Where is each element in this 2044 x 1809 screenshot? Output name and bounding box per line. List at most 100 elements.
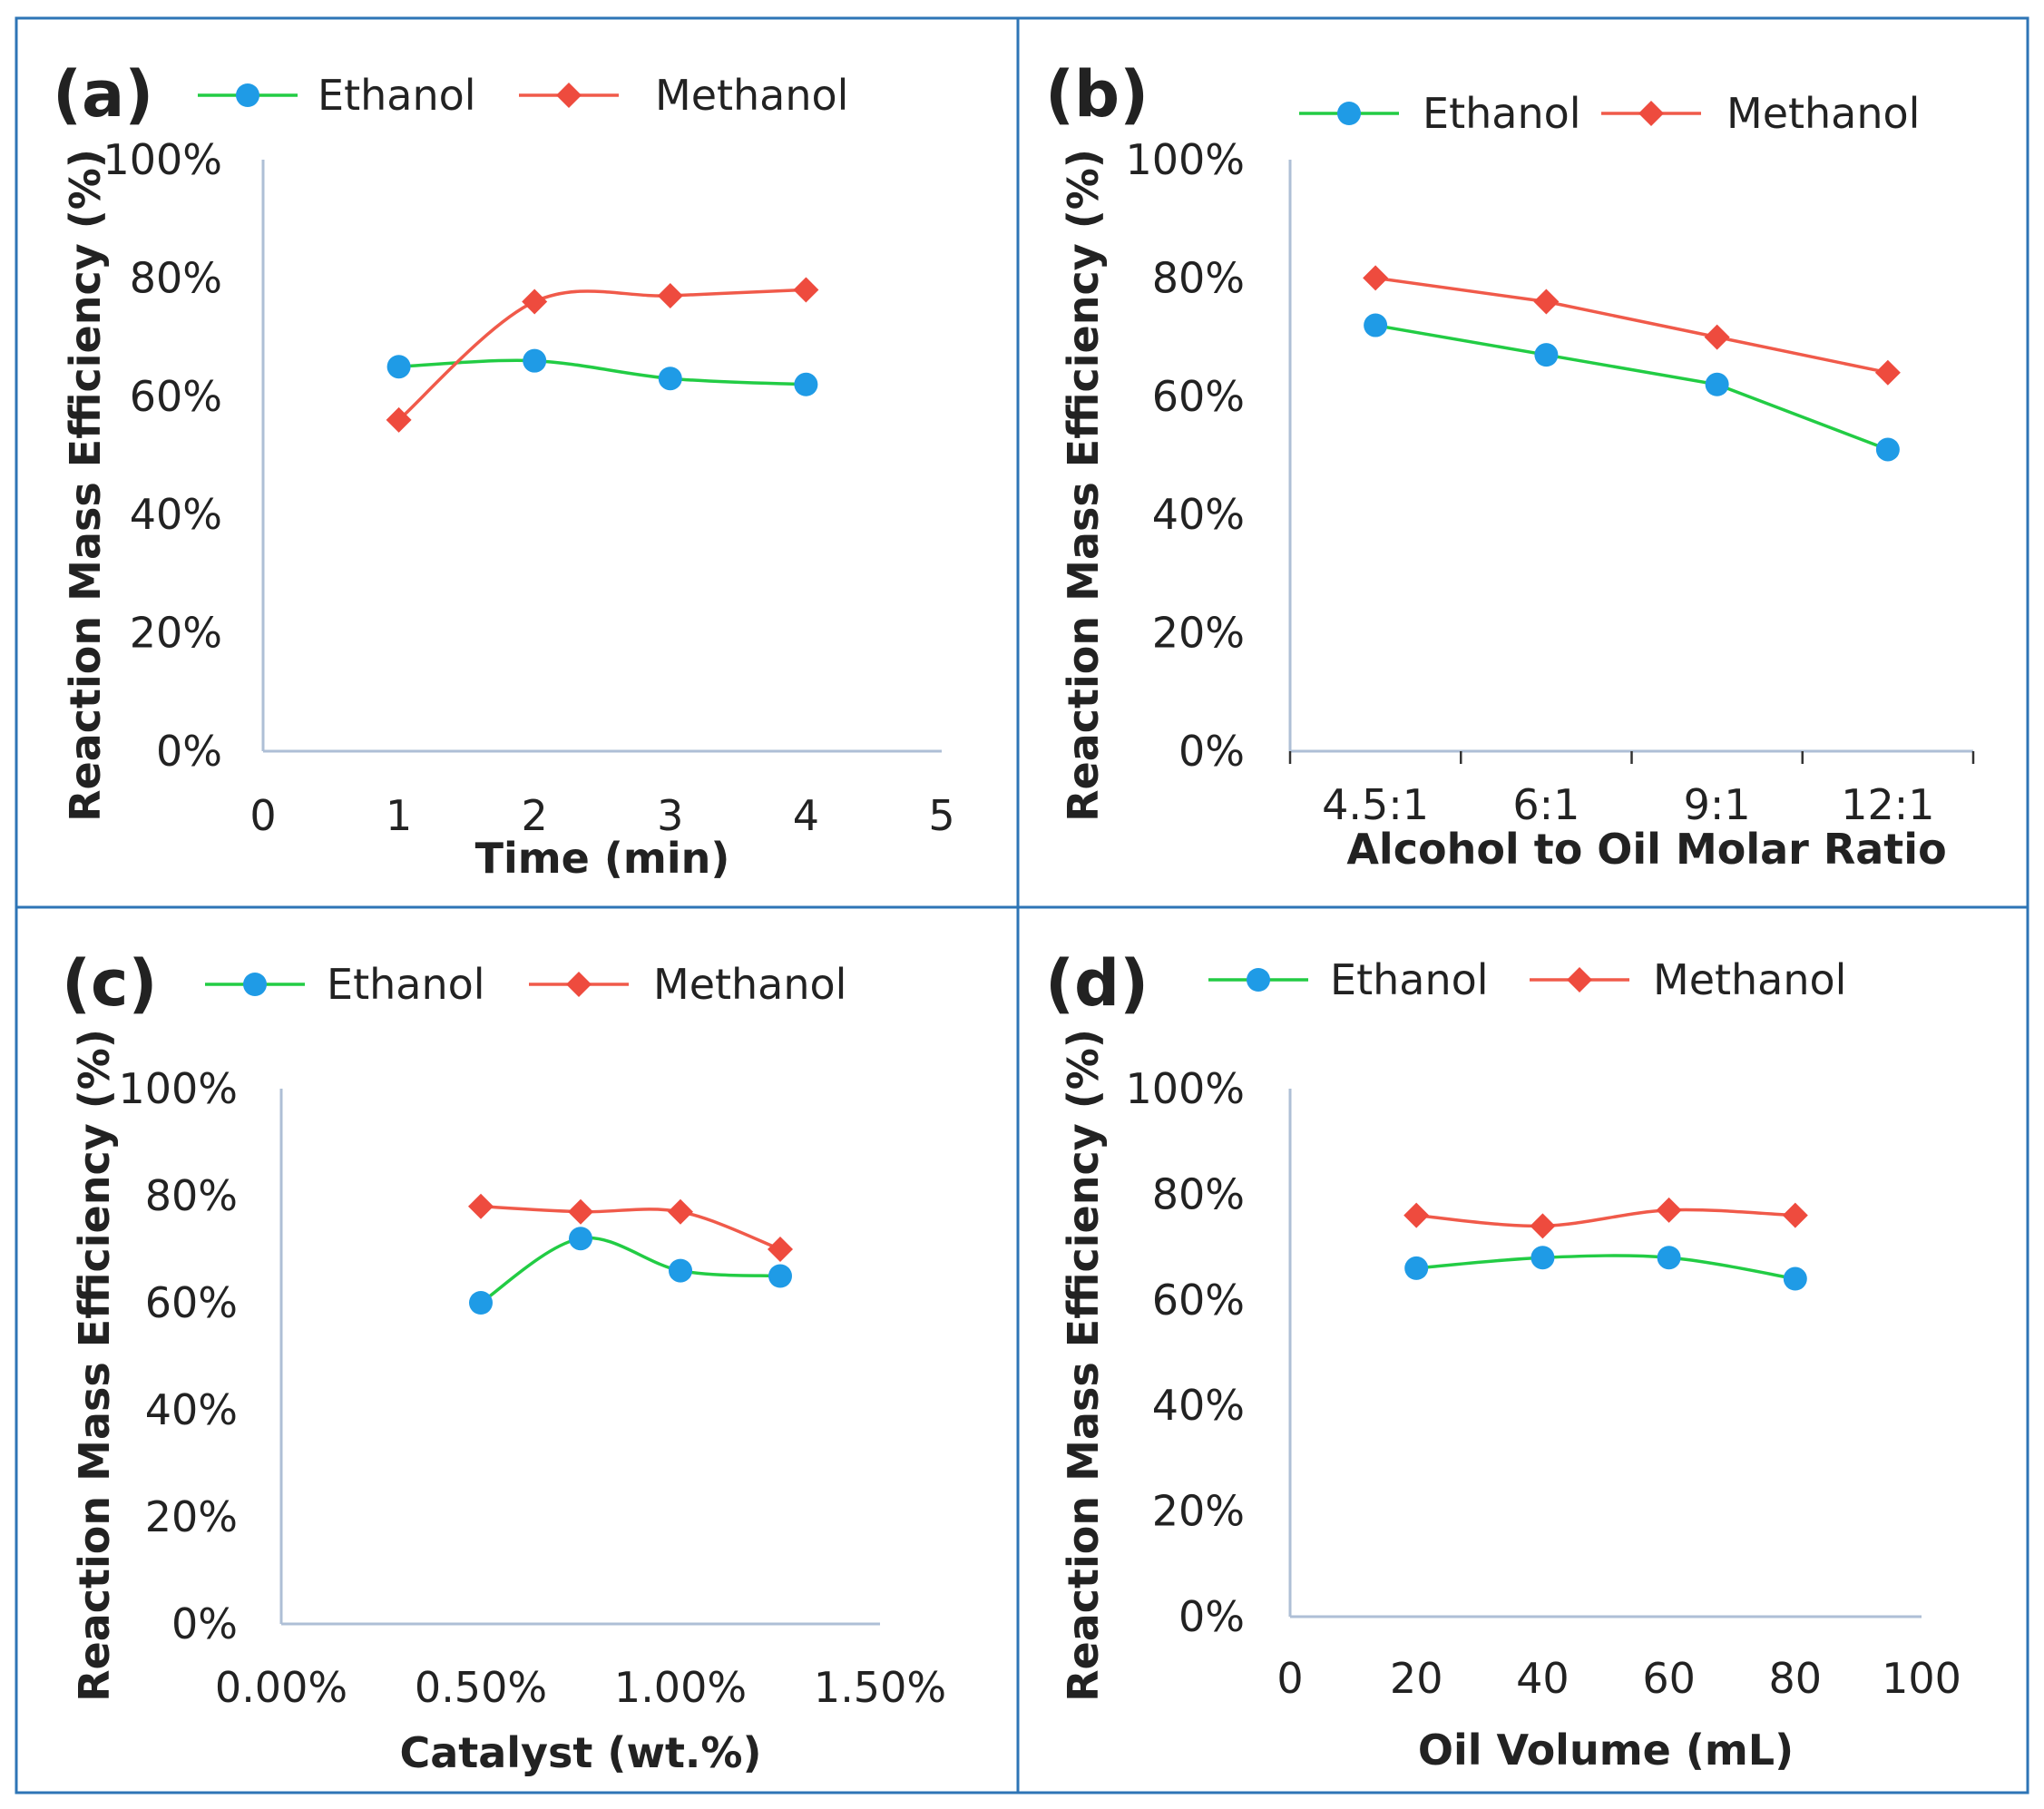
methanol-point [386,406,412,433]
x-tick-label: 1.50% [814,1663,946,1712]
ethanol-point [1657,1246,1681,1270]
y-tick-label: 60% [1152,372,1245,421]
x-tick-label: 1.00% [614,1663,747,1712]
y-tick-label: 60% [145,1278,238,1327]
x-tick-label: 0 [1276,1654,1303,1703]
methanol-point [568,1198,593,1225]
ethanol-point [658,367,682,391]
x-tick-label: 3 [657,791,683,840]
methanol-line [1374,276,1889,375]
ethanol-line [480,1236,781,1305]
y-tick-label: 40% [130,490,222,539]
y-axis-title: Reaction Mass Efficiency (%) [1059,149,1108,822]
ethanol-point [469,1291,493,1315]
ethanol-point [1875,437,1900,462]
legend-ethanol-label: Ethanol [318,71,476,120]
legend-methanol-label: Methanol [655,71,848,120]
methanol-point [1656,1197,1682,1223]
ethanol-point [1404,1256,1429,1280]
methanol-point [668,1198,693,1225]
ethanol-line [1416,1254,1796,1281]
x-axis-title: Alcohol to Oil Molar Ratio [1346,825,1946,874]
x-tick-label: 0 [249,791,276,840]
x-tick-label: 0.00% [215,1663,347,1712]
x-tick-label: 100 [1882,1654,1961,1703]
legend-methanol-label: Methanol [1653,955,1846,1004]
methanol-point [768,1237,793,1262]
legend: Ethanol Methanol [198,71,848,120]
x-axis-title: Time (min) [475,834,730,883]
y-tick-label: 20% [145,1492,238,1541]
x-tick-label: 6:1 [1512,780,1579,829]
legend-ethanol: Ethanol [198,71,476,120]
ethanol-point [569,1227,592,1251]
chart-panel-c: 0% 20% 40% 60% 80% 100% 0.00% 0.50% 1.00% 1.50% Ca… [15,905,1020,1794]
series-ethanol [469,1227,792,1315]
y-tick-label: 100% [118,1064,238,1113]
x-axis-title: Oil Volume (mL) [1418,1726,1794,1775]
y-tick-label: 40% [145,1385,238,1434]
chart-panel-d: 0% 20% 40% 60% 80% 100% 0 20 40 60 80 100 Oil Volume… [1016,905,2029,1794]
x-tick-label: 0.50% [415,1663,547,1712]
legend-ethanol: Ethanol [1299,89,1581,138]
methanol-line [1416,1208,1795,1228]
y-tick-label: 100% [1125,1064,1245,1113]
legend-methanol: Methanol [1530,955,1846,1004]
x-tick-label: 80 [1769,1654,1823,1703]
y-tick-label: 80% [1152,253,1245,302]
methanol-point [1782,1202,1808,1228]
y-tick-label: 0% [156,727,222,776]
methanol-line [397,288,807,422]
legend-ethanol: Ethanol [205,960,485,1009]
legend-ethanol-marker [1337,102,1361,125]
series-methanol [1403,1197,1808,1239]
panel-label: (d) [1045,946,1149,1021]
methanol-point [1530,1213,1556,1239]
legend: Ethanol Methanol [1299,89,1920,138]
methanol-point [1533,288,1560,315]
legend-methanol-marker [566,972,592,997]
legend-methanol: Methanol [529,960,846,1009]
y-tick-label: 0% [171,1599,238,1648]
ethanol-point [1364,313,1388,337]
x-tick-label: 12:1 [1841,780,1934,829]
x-axis-title: Catalyst (wt.%) [399,1728,761,1777]
ethanol-point [386,355,411,379]
legend-methanol: Methanol [519,71,848,120]
methanol-point [793,277,819,303]
y-tick-label: 0% [1178,1592,1245,1641]
ethanol-point [1783,1266,1807,1291]
ethanol-line [1374,323,1889,452]
x-tick-label: 4 [793,791,819,840]
chart-panel-b: 0% 20% 40% 60% 80% 100% 4.5:1 6:1 9:1 12:1Alcohol… [1016,16,2029,909]
methanol-line [480,1205,781,1251]
y-tick-label: 80% [1152,1169,1245,1218]
y-tick-label: 100% [103,135,222,184]
methanol-point [522,288,548,315]
legend-methanol-marker [1638,101,1664,126]
legend-ethanol-label: Ethanol [1330,955,1489,1004]
y-tick-label: 60% [1152,1276,1245,1325]
y-tick-label: 0% [1178,727,1245,776]
y-axis-title: Reaction Mass Efficiency (%) [61,149,110,822]
series-ethanol [1364,313,1900,462]
series-methanol [386,277,819,433]
ethanol-point [1531,1246,1555,1270]
ethanol-point [794,372,818,396]
x-tick-label: 20 [1390,1654,1443,1703]
legend-methanol: Methanol [1601,89,1920,138]
y-tick-label: 80% [145,1171,238,1220]
x-tick-label: 5 [928,791,954,840]
methanol-point [657,282,683,308]
methanol-point [1363,265,1389,291]
legend-methanol-label: Methanol [653,960,846,1009]
legend-ethanol: Ethanol [1208,955,1489,1004]
y-axis-title: Reaction Mass Efficiency (%) [70,1029,119,1702]
methanol-point [1874,359,1901,386]
y-tick-label: 20% [130,609,222,658]
legend-ethanol-label: Ethanol [327,960,485,1009]
series-methanol [468,1193,793,1262]
ethanol-point [523,348,547,373]
chart-panel-a: 0% 20% 40% 60% 80% 100% 0 1 2 3 4 5 Time (min) Reacti… [15,16,1020,909]
